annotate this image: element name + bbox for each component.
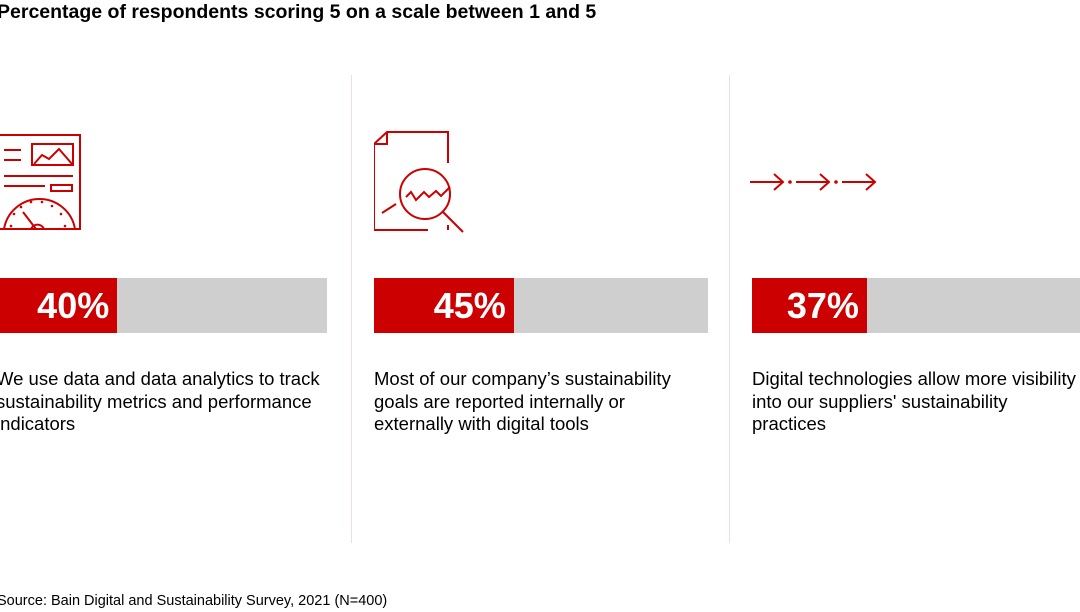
- bar-fill-2: 45%: [374, 278, 514, 333]
- document-magnifier-chart-icon: [374, 131, 464, 233]
- value-label-2: 45%: [433, 285, 506, 326]
- description-3: Digital technologies allow more visibili…: [752, 368, 1076, 435]
- stat-column-2: 45% Most of our company’s sustainability…: [374, 0, 708, 612]
- arrows-sequence-icon: [750, 173, 877, 191]
- stat-column-3: 37% Digital technologies allow more visi…: [750, 0, 1080, 612]
- chart-title: Percentage of respondents scoring 5 on a…: [0, 1, 597, 23]
- source-note: Source: Bain Digital and Sustainability …: [0, 593, 388, 609]
- column-divider: [351, 75, 352, 543]
- bar-fill-3: 37%: [752, 278, 867, 333]
- description-2: Most of our company’s sustainability goa…: [374, 368, 671, 435]
- value-label-3: 37%: [786, 285, 859, 326]
- stat-column-1: 40% We use data and data analytics to tr…: [0, 0, 327, 612]
- progress-bar-3: 37%: [752, 278, 1080, 333]
- value-label-1: 40%: [37, 285, 110, 326]
- progress-bar-1: 40%: [0, 278, 327, 333]
- bar-fill-1: 40%: [0, 278, 118, 333]
- description-1: We use data and data analytics to track …: [0, 368, 320, 435]
- dashboard-report-icon: [0, 134, 81, 230]
- progress-bar-2: 45%: [374, 278, 708, 333]
- column-divider: [729, 75, 730, 543]
